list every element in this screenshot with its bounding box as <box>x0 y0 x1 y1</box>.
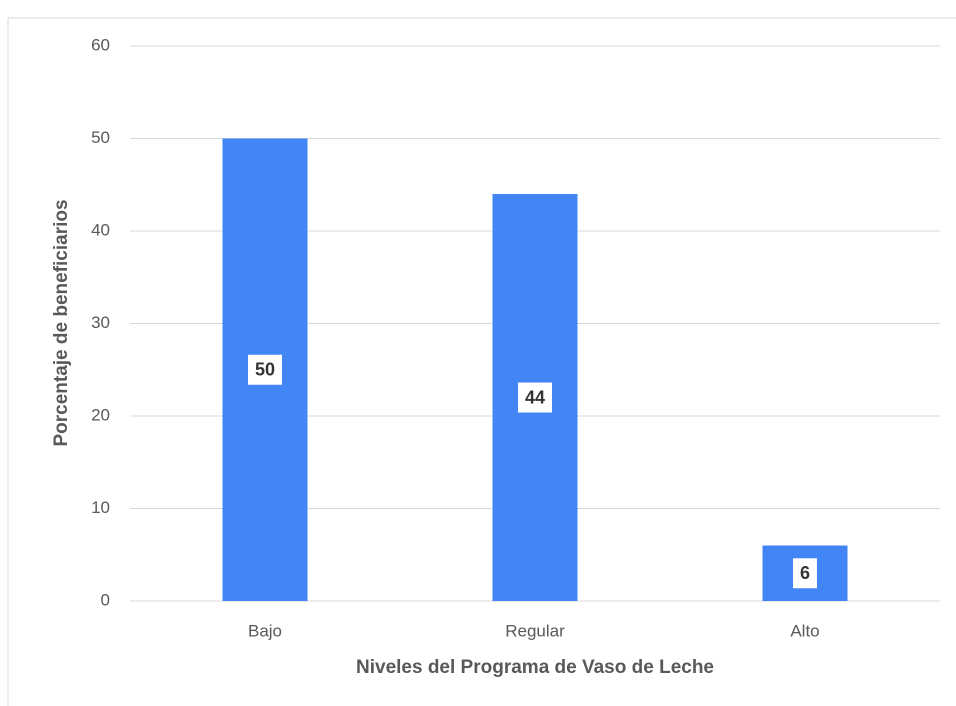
y-tick-label: 40 <box>91 220 110 239</box>
x-tick-label: Regular <box>505 621 565 640</box>
y-tick-label: 20 <box>91 405 110 424</box>
data-label-box <box>517 382 553 413</box>
y-tick-label: 30 <box>91 313 110 332</box>
y-axis-title: Porcentaje de beneficiarios <box>51 199 72 446</box>
y-tick-label: 0 <box>101 590 110 609</box>
data-label: 44 <box>525 387 545 407</box>
data-label-box <box>247 354 283 385</box>
data-label-box <box>792 558 818 589</box>
data-label: 50 <box>255 360 275 380</box>
x-tick-label: Alto <box>790 621 819 640</box>
x-tick-label: Bajo <box>248 621 282 640</box>
data-label: 6 <box>800 563 810 583</box>
y-tick-label: 10 <box>91 498 110 517</box>
x-axis-title: Niveles del Programa de Vaso de Leche <box>356 657 714 678</box>
y-tick-label: 60 <box>91 35 110 54</box>
y-tick-label: 50 <box>91 128 110 147</box>
